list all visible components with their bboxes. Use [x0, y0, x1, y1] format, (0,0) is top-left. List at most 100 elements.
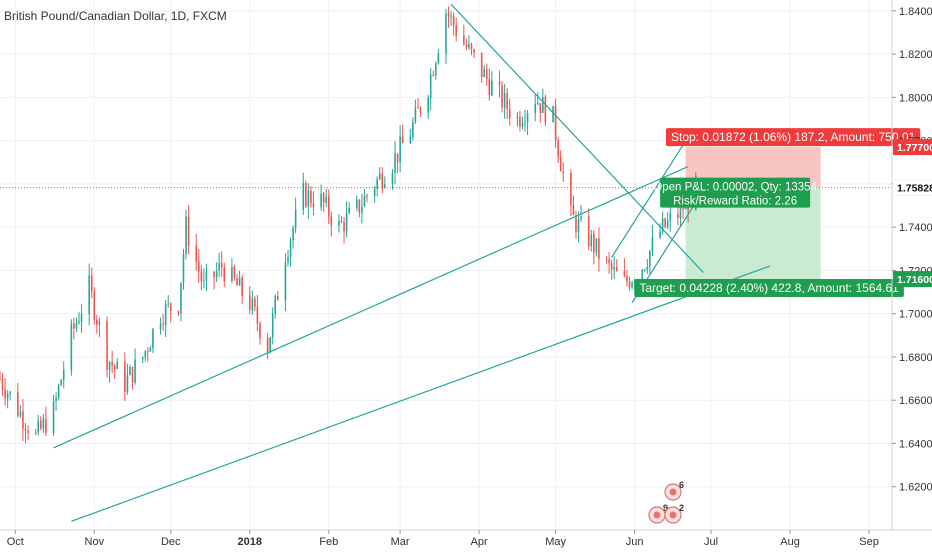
candle-body: [552, 106, 554, 123]
candle-body: [98, 321, 101, 325]
event-markers[interactable]: 6 9 2: [648, 480, 684, 524]
candle: [251, 290, 254, 315]
candle-body: [447, 13, 450, 17]
trendlines[interactable]: [53, 3, 770, 522]
candle: [613, 256, 616, 280]
x-tick-label: Nov: [85, 536, 105, 548]
candle: [187, 204, 190, 255]
candle-body: [327, 196, 330, 217]
target-price-badge-text: 1.71600: [897, 274, 932, 286]
y-tick-label: 1.62000: [899, 482, 932, 494]
candle-body: [605, 258, 608, 260]
candle-body: [358, 199, 361, 213]
candle-body: [679, 203, 682, 218]
candle: [52, 394, 55, 437]
trendline-channel-left: [611, 144, 684, 258]
target-label: Target: 0.04228 (2.40%) 422.8, Amount: 1…: [634, 279, 904, 298]
candle: [391, 168, 394, 191]
candle: [598, 227, 600, 272]
candle: [610, 259, 613, 280]
candle-body: [113, 365, 116, 369]
candle-body: [417, 107, 419, 109]
candle-body: [348, 207, 350, 214]
candle-body: [524, 122, 526, 124]
candle: [131, 366, 134, 390]
candle-body: [542, 97, 544, 114]
candle: [17, 383, 19, 418]
candle-body: [60, 379, 62, 386]
candle: [144, 350, 147, 362]
candle: [534, 94, 536, 122]
candle-body: [241, 277, 243, 296]
candle: [521, 116, 524, 130]
candle: [238, 270, 241, 286]
candle-body: [572, 204, 575, 216]
candle: [96, 314, 98, 334]
candles: [0, 6, 697, 444]
candle: [266, 333, 269, 360]
candle-body: [437, 53, 440, 64]
candle: [90, 267, 93, 299]
split-flag-icon[interactable]: 2: [664, 503, 684, 524]
candle: [452, 12, 455, 36]
y-tick-label: 1.74000: [899, 222, 932, 234]
candle-body: [376, 178, 378, 189]
candle: [149, 345, 152, 352]
candle: [626, 270, 628, 287]
candle: [412, 117, 414, 141]
candle-body: [414, 107, 417, 123]
candle-body: [519, 116, 521, 127]
candle: [269, 336, 271, 354]
candle: [276, 290, 279, 301]
x-tick-label: 2018: [238, 536, 262, 548]
candle: [195, 233, 198, 271]
candle-body: [167, 303, 170, 305]
pnl-info-bg: [660, 177, 811, 208]
candle-body: [131, 366, 134, 383]
candle-body: [75, 322, 78, 329]
candle-body: [144, 351, 147, 358]
candle-body: [521, 123, 524, 127]
candle: [381, 167, 384, 194]
stop-label-text: Stop: 0.01872 (1.06%) 187.2, Amount: 750…: [671, 130, 916, 144]
candle: [631, 280, 633, 290]
candle: [98, 317, 101, 338]
candle: [646, 259, 649, 274]
candle-body: [570, 172, 572, 205]
candle-body: [615, 267, 618, 272]
candle: [480, 52, 483, 83]
candle-body: [378, 173, 381, 179]
candle: [463, 24, 465, 46]
candle: [93, 286, 96, 325]
candle-body: [626, 275, 628, 282]
trendline-resistance: [450, 3, 704, 273]
candle-body: [24, 428, 27, 431]
dividend-flag-icon-dot: [653, 511, 661, 519]
candle: [220, 251, 223, 277]
candle: [185, 209, 187, 260]
candle-body: [70, 323, 73, 371]
earnings-flag-icon[interactable]: 6: [664, 480, 684, 501]
candle: [236, 274, 238, 286]
candle: [39, 416, 42, 431]
candle-body: [236, 278, 238, 286]
candle-body: [269, 337, 271, 353]
candle-body: [445, 13, 447, 54]
candle-body: [366, 195, 368, 197]
x-tick-label: Feb: [319, 536, 338, 548]
candle: [363, 188, 366, 208]
candle-body: [463, 35, 465, 45]
candle-body: [215, 270, 218, 277]
x-tick-label: Oct: [7, 536, 24, 548]
candle: [587, 207, 590, 251]
candle: [628, 277, 631, 291]
candle: [435, 61, 437, 80]
candle-body: [27, 430, 29, 433]
pnl-info-box: Open P&L: 0.00002, Qty: 13354 Risk/Reward…: [653, 177, 818, 208]
candle-body: [116, 361, 119, 369]
candle-body: [149, 347, 152, 352]
candle: [24, 422, 27, 444]
